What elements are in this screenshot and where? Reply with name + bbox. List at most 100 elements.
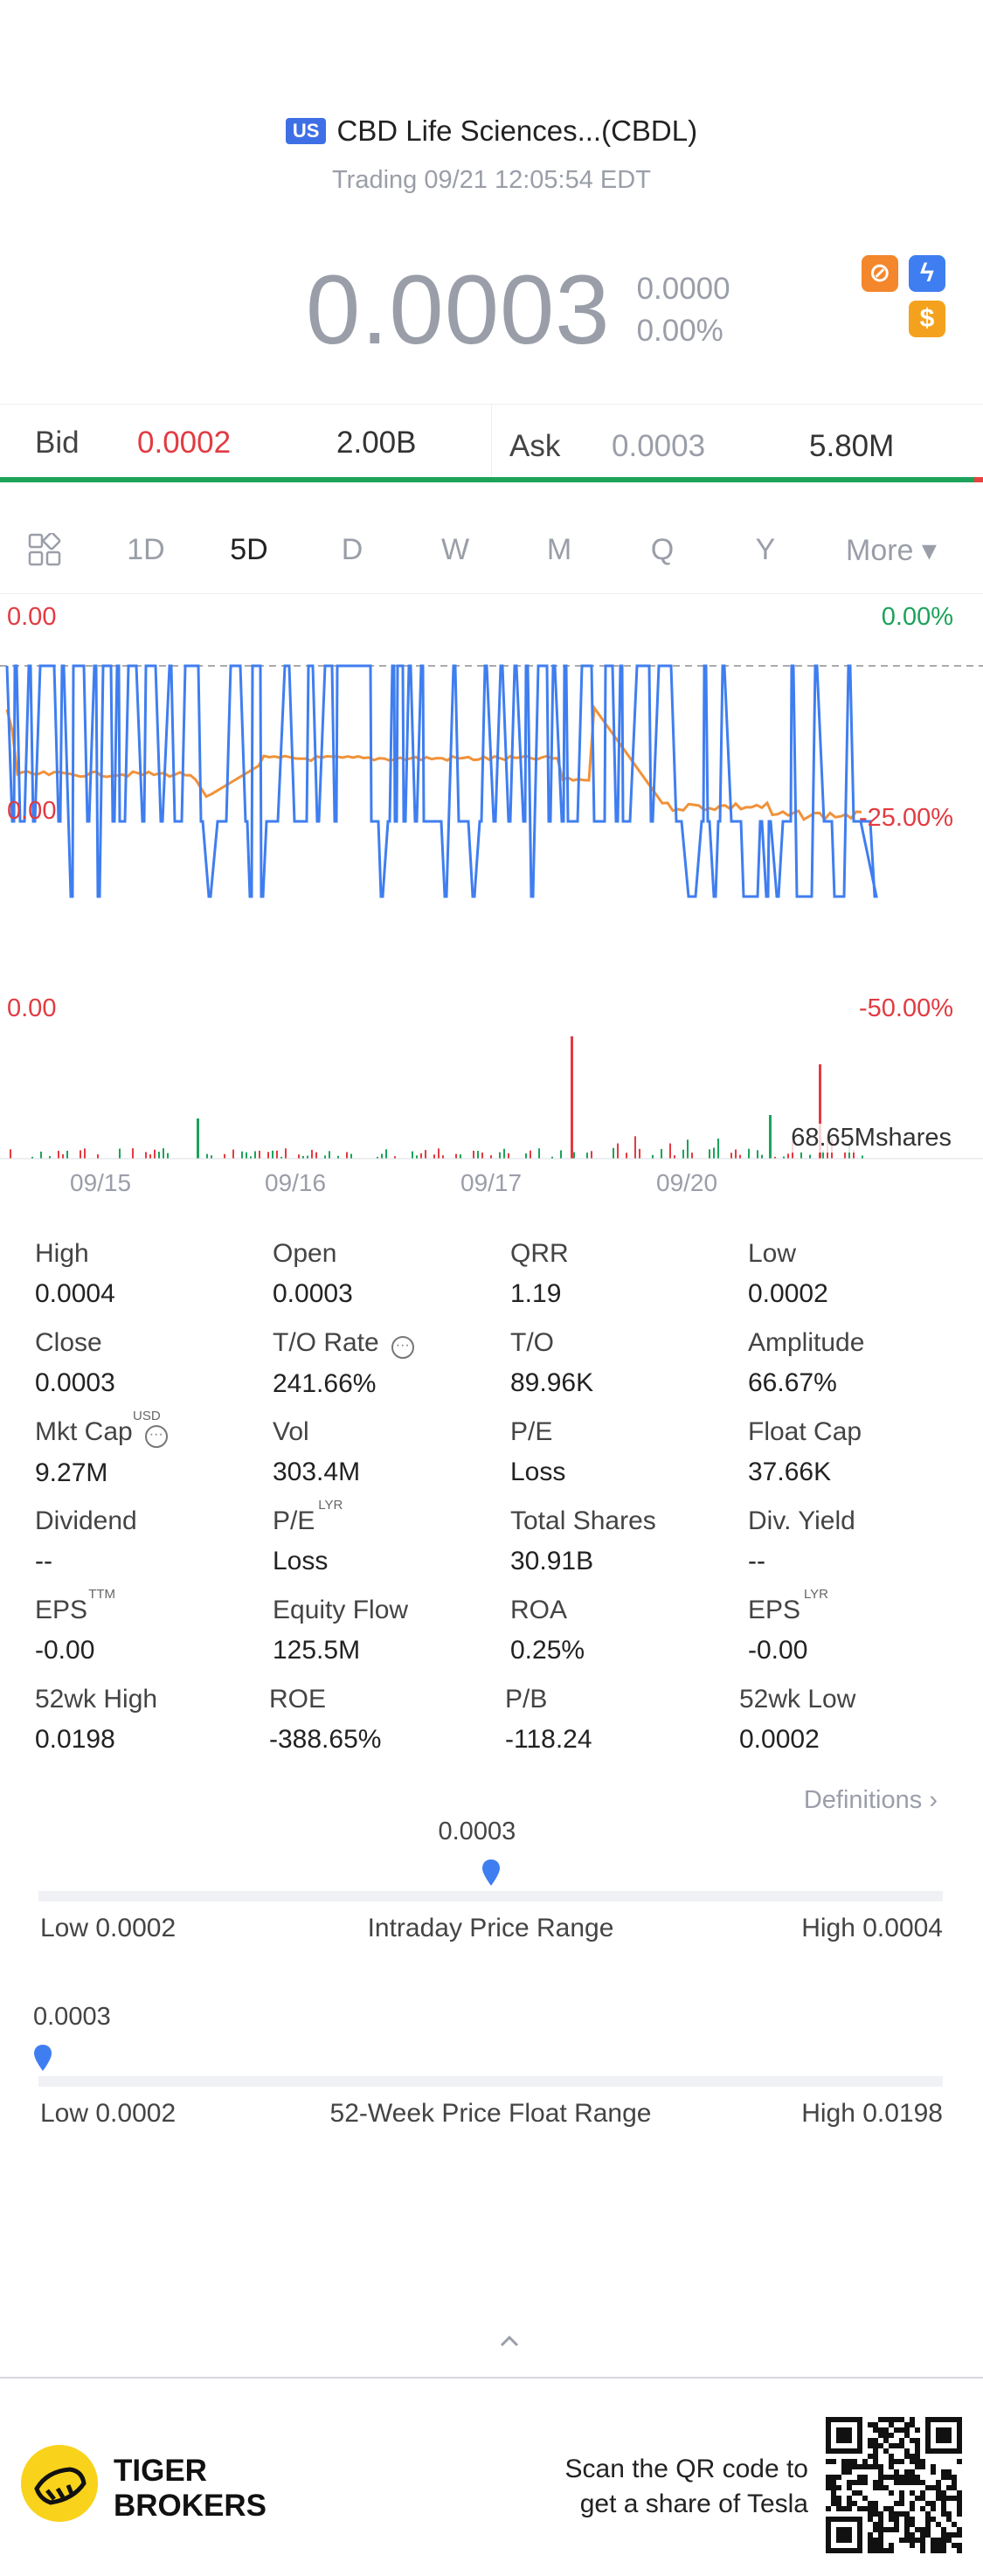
volume-bar <box>381 1153 383 1159</box>
stat-label: Vol <box>273 1417 309 1446</box>
volume-bar <box>761 1154 763 1159</box>
info-dots-icon[interactable]: ··· <box>391 1335 414 1359</box>
volume-bar <box>241 1151 243 1159</box>
tab-d[interactable]: D <box>341 533 363 566</box>
volume-bar <box>224 1153 225 1159</box>
volume-bar <box>377 1156 378 1159</box>
volume-bar <box>617 1143 619 1159</box>
volume-bar <box>538 1148 540 1159</box>
volume-bar <box>669 1143 671 1159</box>
tab-y[interactable]: Y <box>755 533 776 566</box>
stat-value: 89.96K <box>510 1368 594 1397</box>
volume-bar <box>40 1151 42 1159</box>
feature-badges: ⊘ ϟ $ <box>862 255 949 343</box>
volume-bar <box>717 1138 719 1159</box>
stat-item: Equity Flow 125.5M <box>273 1596 500 1665</box>
volume-bar <box>416 1155 418 1159</box>
week52-range: 0.0003 Low 0.0002 52-Week Price Float Ra… <box>33 2003 943 2134</box>
volume-bar <box>433 1154 435 1159</box>
average-price-line <box>5 703 862 821</box>
stat-value: Loss <box>273 1547 329 1575</box>
qr-code[interactable] <box>826 2417 962 2553</box>
volume-bar <box>307 1155 308 1159</box>
intraday-track <box>38 1891 943 1901</box>
volume-bar <box>674 1155 675 1159</box>
volume-bar <box>254 1151 256 1159</box>
chart-svg <box>0 664 983 1160</box>
price-block: 0.0003 0.0000 0.00% <box>306 253 730 367</box>
stat-item: P/E Loss <box>510 1417 737 1487</box>
volume-bar <box>739 1154 741 1159</box>
tab-w[interactable]: W <box>440 533 470 566</box>
stat-value: 241.66% <box>273 1368 377 1398</box>
tab-m[interactable]: M <box>546 533 572 566</box>
stat-superscript: TTM <box>88 1587 116 1602</box>
tab-5d[interactable]: 5D <box>230 533 268 566</box>
volume-bar <box>145 1152 147 1159</box>
tab-1d[interactable]: 1D <box>127 533 165 566</box>
volume-bar <box>783 1156 785 1159</box>
volume-bar <box>490 1155 492 1159</box>
definitions-link[interactable]: Definitions › <box>804 1786 938 1815</box>
volume-bar <box>412 1151 413 1159</box>
stat-label: Total Shares <box>510 1506 656 1535</box>
stat-value: 9.27M <box>35 1458 108 1487</box>
volume-bar <box>844 1152 846 1159</box>
volume-bar <box>819 1064 821 1159</box>
info-dots-icon[interactable]: ··· <box>144 1424 168 1448</box>
stock-title[interactable]: CBD Life Sciences...(CBDL) <box>336 114 698 147</box>
volume-bar <box>853 1149 855 1159</box>
stat-item: Dividend -- <box>35 1506 262 1576</box>
stat-label: T/O Rate <box>273 1328 379 1357</box>
volume-bar <box>769 1115 772 1159</box>
volume-bar <box>232 1149 234 1159</box>
volume-bar <box>551 1156 553 1159</box>
stat-label: Mkt Cap USD <box>35 1409 161 1446</box>
bid-ask-bar[interactable]: Bid 0.0002 2.00B Ask 0.0003 5.80M <box>0 404 983 483</box>
volume-bar <box>280 1156 282 1159</box>
volume-bar <box>442 1155 444 1159</box>
volume-bar <box>302 1156 304 1159</box>
date-label: 09/20 <box>656 1169 718 1196</box>
stat-value: 0.0002 <box>739 1725 820 1754</box>
chevron-right-icon: › <box>929 1786 938 1814</box>
volume-bar <box>132 1148 134 1159</box>
volume-bar <box>80 1150 81 1159</box>
intraday-range: 0.0003 Low 0.0002 Intraday Price Range H… <box>38 1818 943 1949</box>
trading-status: Trading 09/21 12:05:54 EDT <box>332 166 651 194</box>
date-label: 09/16 <box>265 1169 327 1196</box>
dollar-icon[interactable]: $ <box>909 301 945 337</box>
volume-bar <box>530 1150 531 1159</box>
volume-bar <box>163 1148 164 1159</box>
price-chart[interactable]: 0.00 0.00 0.00 0.00% -25.00% -50.00% 68.… <box>0 603 983 1197</box>
map-pin-icon <box>481 1859 500 1886</box>
volume-bar <box>206 1153 208 1159</box>
chevron-up-icon[interactable] <box>496 2328 523 2354</box>
volume-bar <box>682 1149 684 1159</box>
stat-item: QRR 1.19 <box>510 1239 737 1309</box>
tab-more[interactable]: More ▾ <box>846 534 937 567</box>
volume-bar <box>259 1150 260 1159</box>
volume-bar <box>661 1148 662 1159</box>
price-change: 0.0000 <box>636 272 730 306</box>
tab-q[interactable]: Q <box>650 533 675 566</box>
axis-right-top: 0.00% <box>881 603 953 631</box>
stat-item: EPS LYR -0.00 <box>748 1587 975 1665</box>
lightning-icon[interactable]: ϟ <box>909 255 945 292</box>
stat-superscript: LYR <box>318 1498 343 1513</box>
bid-label: Bid <box>35 426 80 460</box>
volume-bar <box>324 1155 326 1159</box>
volume-bar <box>499 1152 501 1159</box>
axis-left-mid: 0.00 <box>7 797 57 825</box>
stat-item: Total Shares 30.91B <box>510 1506 737 1576</box>
volume-bar <box>438 1148 440 1159</box>
stat-label: Float Cap <box>748 1417 862 1446</box>
grid-layout-icon[interactable] <box>28 533 63 568</box>
stat-value: 303.4M <box>273 1458 361 1486</box>
tiger-logo-icon <box>21 2445 98 2522</box>
volume-bar <box>58 1150 59 1159</box>
stat-superscript: USD <box>133 1409 161 1423</box>
no-short-icon[interactable]: ⊘ <box>862 255 898 292</box>
week52-track <box>38 2076 943 2087</box>
ask-price: 0.0003 <box>612 429 706 463</box>
